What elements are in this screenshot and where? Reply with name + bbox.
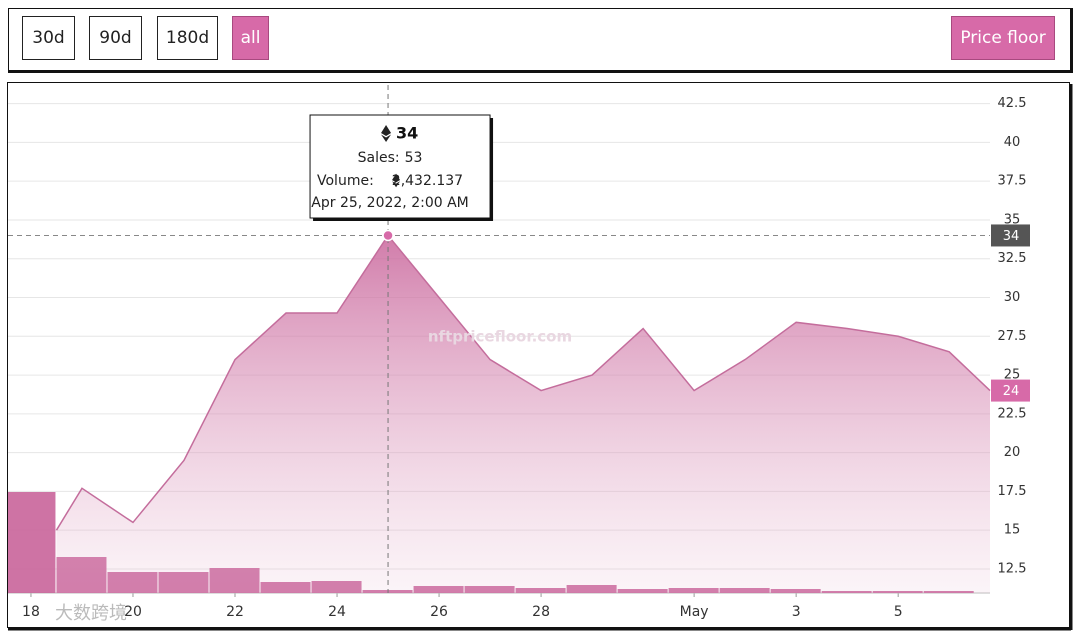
tooltip-date: Apr 25, 2022, 2:00 AM bbox=[311, 195, 468, 211]
crosshair-badge bbox=[991, 224, 1030, 247]
eth-icon bbox=[381, 125, 392, 142]
tooltip-price: 34 bbox=[396, 124, 418, 143]
y-tick-label: 15 bbox=[1004, 523, 1021, 538]
y-tick-label: 25 bbox=[1004, 368, 1021, 383]
y-tick-label: 35 bbox=[1004, 212, 1021, 227]
eth-icon bbox=[392, 173, 401, 188]
y-tick-label: 40 bbox=[1004, 135, 1021, 150]
metric-button[interactable]: Price floor bbox=[951, 16, 1055, 60]
tooltip-volume: Volume: 2,432.137 bbox=[317, 173, 463, 189]
tooltip-sales-part: Sales: bbox=[358, 150, 400, 166]
corner-watermark: 大数跨境 bbox=[55, 603, 127, 624]
x-tick-label: 5 bbox=[894, 604, 903, 620]
y-tick-label: 22.5 bbox=[998, 406, 1027, 421]
x-tick-label: 18 bbox=[22, 604, 40, 620]
range-button[interactable]: all bbox=[232, 16, 269, 60]
y-tick-label: 17.5 bbox=[998, 484, 1027, 499]
x-tick-label: 24 bbox=[328, 604, 346, 620]
current-price-badge bbox=[991, 379, 1030, 402]
crosshair-label: 34 bbox=[1003, 229, 1020, 244]
x-tick-label: 3 bbox=[792, 604, 801, 620]
y-tick-label: 42.5 bbox=[998, 96, 1027, 111]
current-price-label: 24 bbox=[1003, 384, 1020, 399]
volume-bar bbox=[8, 492, 56, 593]
tooltip-volume-part: 2,432.137 bbox=[392, 173, 463, 189]
tooltip-date-part: Apr 25, 2022, 2:00 AM bbox=[311, 195, 468, 211]
y-tick-label: 37.5 bbox=[998, 174, 1027, 189]
tooltip-volume-part: Volume: bbox=[317, 173, 374, 189]
range-button[interactable]: 180d bbox=[157, 16, 218, 60]
y-tick-label: 12.5 bbox=[998, 561, 1027, 576]
area bbox=[56, 235, 990, 593]
tooltip-sales: Sales: 53 bbox=[358, 150, 423, 166]
range-button[interactable]: 90d bbox=[89, 16, 142, 60]
y-tick-label: 20 bbox=[1004, 445, 1021, 460]
x-tick-label: 22 bbox=[226, 604, 244, 620]
y-tick-label: 30 bbox=[1004, 290, 1021, 305]
toolbar: 30d 90d 180d all Price floor bbox=[8, 8, 1073, 73]
price-line bbox=[55, 234, 991, 531]
x-tick-label: May bbox=[680, 604, 709, 620]
watermark: nftpricefloor.com bbox=[428, 328, 572, 346]
y-tick-label: 27.5 bbox=[998, 329, 1027, 344]
y-tick-label: 32.5 bbox=[998, 251, 1027, 266]
hover-point bbox=[382, 229, 394, 242]
x-tick-label: 28 bbox=[532, 604, 550, 620]
range-button[interactable]: 30d bbox=[22, 16, 75, 60]
x-tick-label: 20 bbox=[124, 604, 142, 620]
tooltip-sales-part: 53 bbox=[405, 150, 423, 166]
x-tick-label: 26 bbox=[430, 604, 448, 620]
tooltip bbox=[309, 114, 491, 219]
